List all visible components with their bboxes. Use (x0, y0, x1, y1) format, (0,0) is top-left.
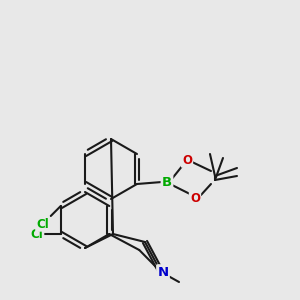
Text: O: O (182, 154, 192, 166)
Text: N: N (158, 266, 169, 278)
Text: B: B (162, 176, 172, 188)
Text: Cl: Cl (36, 218, 49, 230)
Text: O: O (190, 191, 200, 205)
Text: Cl: Cl (30, 227, 43, 241)
